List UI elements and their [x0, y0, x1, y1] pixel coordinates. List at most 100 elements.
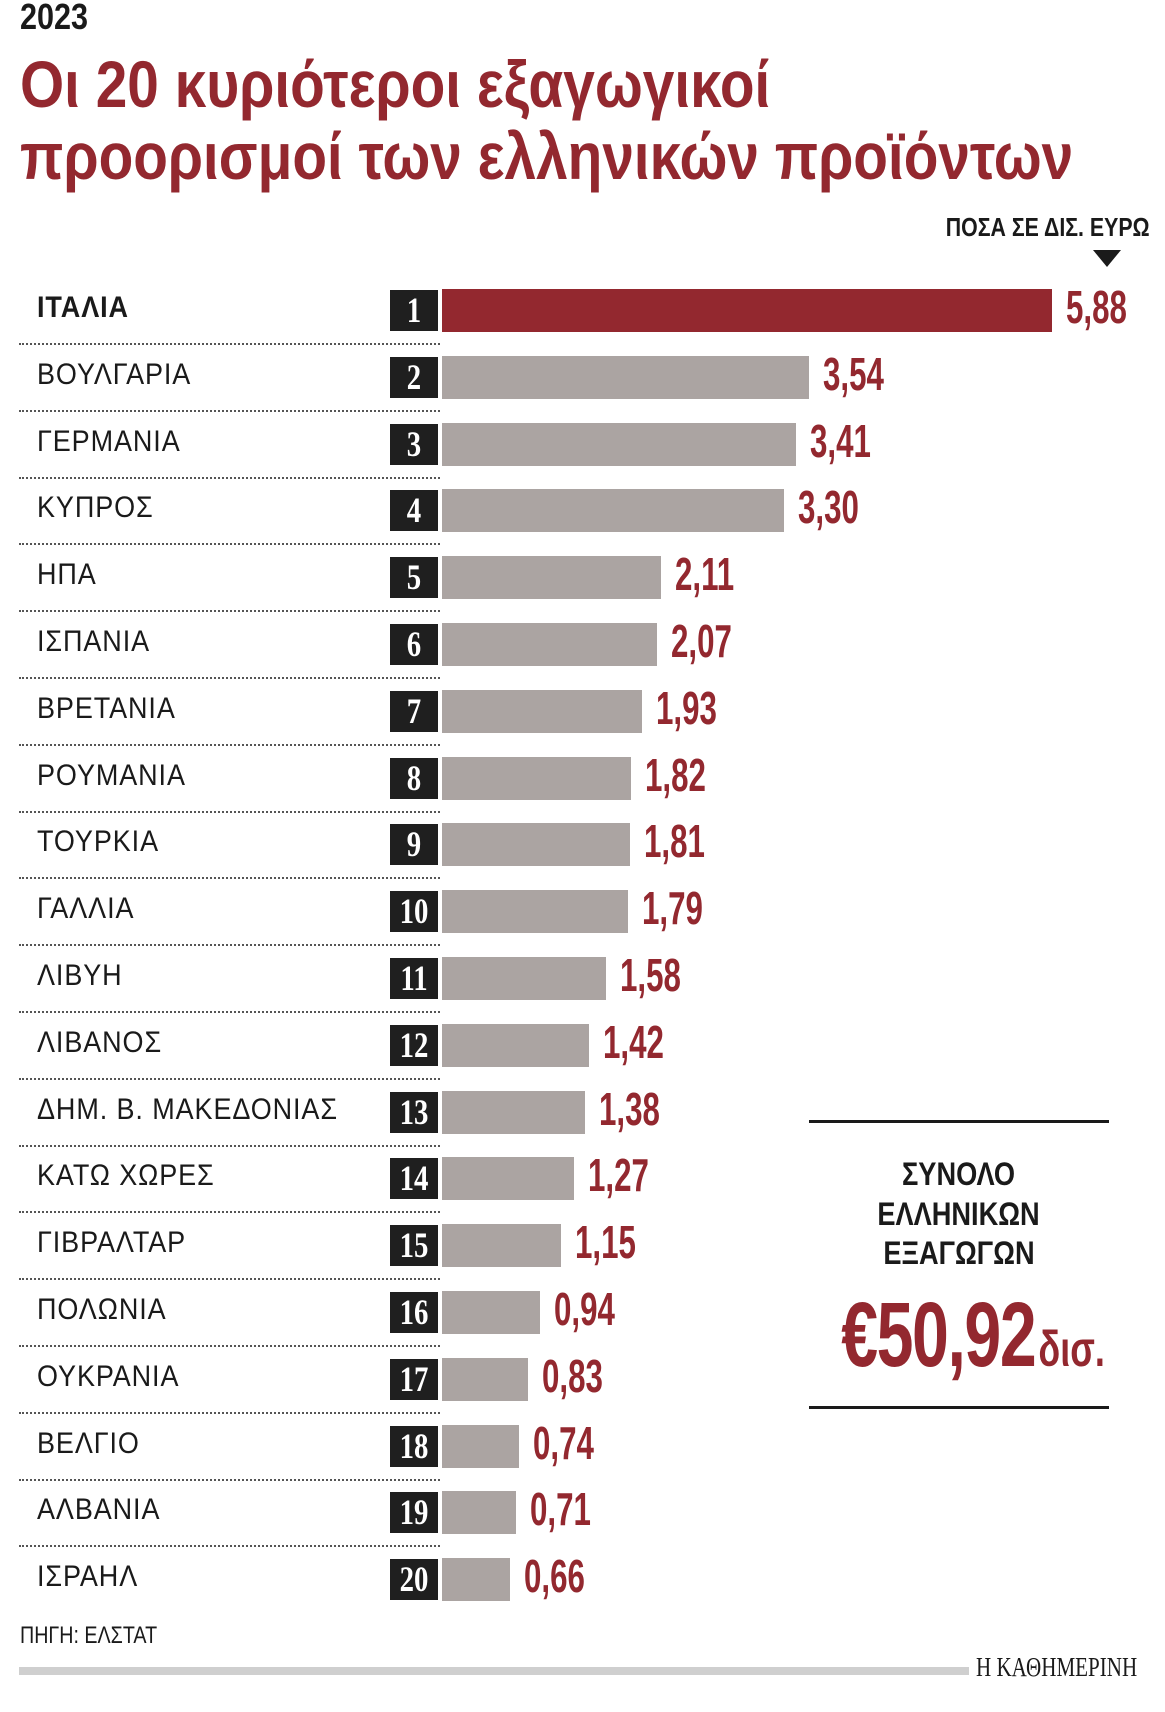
bar-row: ΒΡΕΤΑΝΙΑ 7 1,93 — [0, 678, 1165, 746]
bar — [442, 1090, 586, 1134]
row-divider — [19, 1011, 440, 1013]
bar — [442, 489, 785, 533]
category-label: ΓΑΛΛΙΑ — [37, 892, 135, 926]
rank-badge: 3 — [390, 423, 438, 465]
rank-badge: 12 — [390, 1024, 438, 1066]
bar-row: ΒΕΛΓΙΟ 18 0,74 — [0, 1413, 1165, 1481]
row-divider — [19, 944, 440, 947]
bar — [442, 1424, 519, 1468]
bar — [442, 823, 630, 867]
bar-row: ΑΛΒΑΝΙΑ 19 0,71 — [0, 1479, 1165, 1548]
value-label: 1,38 — [599, 1082, 661, 1135]
value-label: 1,15 — [575, 1216, 637, 1269]
rank-badge: 6 — [390, 624, 438, 665]
rank-badge: 18 — [390, 1425, 438, 1467]
value-label: 3,41 — [809, 414, 871, 467]
row-divider — [19, 1211, 440, 1214]
category-label: ΒΟΥΛΓΑΡΙΑ — [37, 357, 192, 391]
bar — [442, 1491, 516, 1535]
bar — [442, 890, 628, 934]
value-label: 1,93 — [656, 681, 718, 734]
bar-row: ΡΟΥΜΑΝΙΑ 8 1,82 — [0, 745, 1165, 813]
row-divider — [19, 1077, 440, 1080]
total-amount: €50,92 — [841, 1284, 1036, 1386]
value-label: 2,11 — [674, 548, 735, 601]
bar — [442, 355, 810, 399]
value-label: 0,74 — [532, 1416, 594, 1469]
triangle-down-icon — [1093, 250, 1121, 267]
category-label: ΛΙΒΥΗ — [37, 959, 123, 992]
rank-badge: 13 — [390, 1091, 438, 1133]
row-divider — [19, 677, 440, 679]
value-label: 1,81 — [643, 815, 705, 868]
total-label-line2: ΕΛΛΗΝΙΚΩΝ — [877, 1196, 1041, 1232]
value-label: 1,58 — [619, 949, 681, 1001]
value-label: 3,54 — [823, 347, 885, 400]
value-label: 2,07 — [670, 615, 732, 667]
bar — [442, 289, 1052, 332]
footer-bar — [19, 1667, 969, 1675]
total-value: €50,92 δισ. — [790, 1283, 1130, 1388]
source-note: ΠΗΓΗ: ΕΛΣΤΑΤ — [20, 1622, 158, 1649]
rank-badge: 15 — [390, 1225, 438, 1267]
category-label: ΓΕΡΜΑΝΙΑ — [37, 424, 181, 458]
value-label: 3,30 — [798, 481, 860, 534]
category-label: ΒΕΛΓΙΟ — [37, 1426, 140, 1460]
total-top-rule — [809, 1120, 1109, 1123]
bar — [442, 1558, 511, 1602]
bar — [442, 756, 631, 800]
row-divider — [19, 877, 440, 880]
row-divider — [19, 1278, 440, 1281]
rank-badge: 2 — [390, 356, 438, 398]
rank-badge: 16 — [390, 1292, 438, 1333]
rank-badge: 5 — [390, 557, 438, 599]
bar-row: ΓΕΡΜΑΝΙΑ 3 3,41 — [0, 411, 1165, 479]
row-divider — [19, 743, 440, 746]
bar — [442, 556, 661, 600]
rank-badge: 19 — [390, 1492, 438, 1534]
total-label-line1: ΣΥΝΟΛΟ — [902, 1156, 1016, 1192]
total-label-line3: ΕΞΑΓΩΓΩΝ — [883, 1235, 1035, 1271]
rank-badge: 10 — [390, 891, 438, 933]
total-unit: δισ. — [1038, 1321, 1105, 1377]
bar-row: ΗΠΑ 5 2,11 — [0, 544, 1165, 613]
row-divider — [19, 343, 440, 345]
bar — [442, 1023, 590, 1067]
bar-row: ΓΙΒΡΑΛΤΑΡ 15 1,15 — [0, 1212, 1165, 1281]
category-label: ΛΙΒΑΝΟΣ — [37, 1025, 163, 1059]
row-divider — [19, 1478, 440, 1481]
bar — [442, 957, 606, 1000]
bar — [442, 1357, 529, 1401]
value-label: 1,27 — [587, 1149, 649, 1202]
category-label: ΗΠΑ — [37, 558, 97, 592]
rank-badge: 4 — [390, 490, 438, 532]
bar-row: ΤΟΥΡΚΙΑ 9 1,81 — [0, 811, 1165, 880]
bar-row: ΙΣΡΑΗΛ 20 0,66 — [0, 1546, 1165, 1613]
rank-badge: 1 — [390, 290, 438, 331]
bar — [442, 422, 796, 466]
chart-title-line1: Οι 20 κυριότεροι εξαγωγικοί — [20, 47, 771, 121]
bar — [442, 1157, 574, 1201]
value-label: 0,83 — [542, 1349, 603, 1402]
value-label: 1,82 — [644, 748, 706, 801]
category-label: ΚΥΠΡΟΣ — [37, 491, 154, 525]
row-divider — [19, 543, 440, 546]
bar-row: ΙΣΠΑΝΙΑ 6 2,07 — [0, 611, 1165, 679]
bar-row: ΙΤΑΛΙΑ 1 5,88 — [0, 277, 1165, 345]
category-label: ΡΟΥΜΑΝΙΑ — [37, 758, 186, 792]
row-divider — [19, 1545, 440, 1548]
category-label: ΠΟΛΩΝΙΑ — [37, 1293, 167, 1326]
value-label: 0,94 — [553, 1283, 615, 1335]
year-label: 2023 — [20, 0, 89, 37]
rank-badge: 14 — [390, 1158, 438, 1200]
bar-row: ΛΙΒΑΝΟΣ 12 1,42 — [0, 1012, 1165, 1080]
rank-badge: 9 — [390, 824, 438, 866]
row-divider — [19, 1345, 440, 1347]
category-label: ΒΡΕΤΑΝΙΑ — [37, 691, 176, 725]
category-label: ΓΙΒΡΑΛΤΑΡ — [37, 1226, 187, 1260]
bar — [442, 1291, 540, 1334]
value-label: 0,71 — [529, 1483, 591, 1536]
bar-row: ΟΥΚΡΑΝΙΑ 17 0,83 — [0, 1346, 1165, 1414]
category-label: ΑΛΒΑΝΙΑ — [37, 1493, 161, 1527]
bar-row: ΔΗΜ. Β. ΜΑΚΕΔΟΝΙΑΣ 13 1,38 — [0, 1079, 1165, 1147]
